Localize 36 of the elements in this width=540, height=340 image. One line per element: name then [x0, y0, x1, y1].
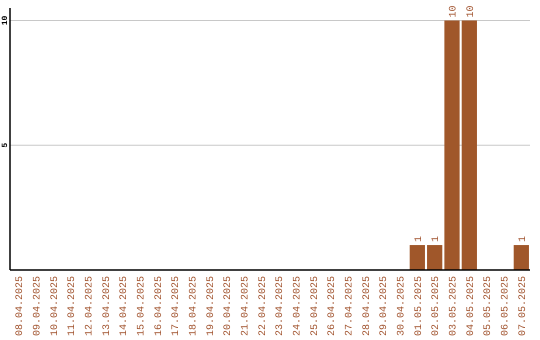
x-tick-label: 25.04.2025	[310, 276, 321, 336]
data-label: 1	[431, 236, 442, 242]
x-tick-label: 11.04.2025	[67, 276, 78, 336]
x-tick-label: 29.04.2025	[379, 276, 390, 336]
data-label: 1	[414, 236, 425, 242]
x-tick-label: 14.04.2025	[119, 276, 130, 336]
x-tick-label: 09.04.2025	[32, 276, 44, 336]
x-tick-label: 30.04.2025	[396, 276, 408, 336]
x-tick-label: 24.04.2025	[292, 276, 304, 336]
x-tick-label: 07.05.2025	[518, 276, 529, 336]
x-tick-label: 16.04.2025	[154, 276, 165, 336]
x-tick-label: 03.05.2025	[448, 276, 460, 336]
x-tick-label: 04.05.2025	[466, 276, 477, 336]
x-tick-label: 21.04.2025	[240, 276, 252, 336]
x-tick-label: 26.04.2025	[327, 276, 338, 336]
x-tick-label: 02.05.2025	[431, 276, 442, 336]
data-label: 1	[518, 236, 529, 242]
x-tick-label: 19.04.2025	[206, 276, 217, 336]
x-tick-label: 15.04.2025	[136, 276, 148, 336]
x-tick-label: 05.05.2025	[483, 276, 494, 336]
x-tick-label: 06.05.2025	[500, 276, 512, 336]
x-tick-label: 10.04.2025	[50, 276, 61, 336]
x-tick-label: 01.05.2025	[414, 276, 425, 336]
data-label: 10	[448, 5, 460, 18]
x-tick-label: 22.04.2025	[258, 276, 269, 336]
x-tick-label: 27.04.2025	[344, 276, 356, 336]
x-tick-label: 28.04.2025	[362, 276, 373, 336]
data-label: 10	[466, 5, 477, 18]
x-tick-label: 18.04.2025	[188, 276, 200, 336]
x-tick-label: 12.04.2025	[84, 276, 96, 336]
x-tick-label: 23.04.2025	[275, 276, 286, 336]
x-tick-label: 08.04.2025	[15, 276, 26, 336]
y-tick-label: 5	[1, 142, 10, 148]
x-tick-label: 20.04.2025	[223, 276, 234, 336]
x-tick-label: 13.04.2025	[102, 276, 113, 336]
x-tick-label: 17.04.2025	[171, 276, 182, 336]
